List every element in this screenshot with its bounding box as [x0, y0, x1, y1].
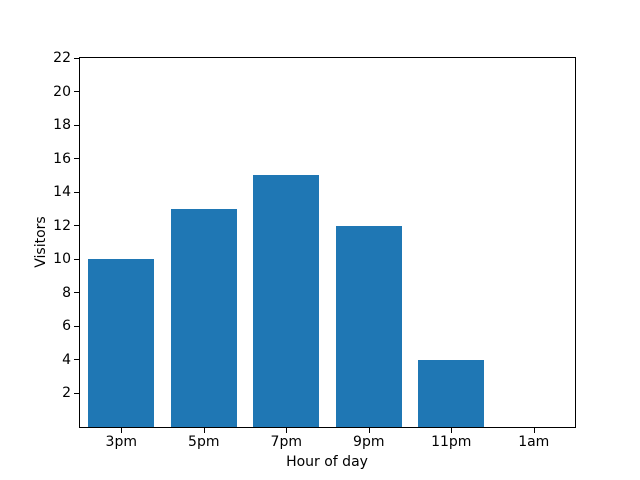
- x-tick-label: 1am: [518, 434, 550, 450]
- y-tick-label: 16: [53, 150, 71, 167]
- bar-11pm: [418, 359, 485, 427]
- bar-3pm: [88, 259, 155, 427]
- bar-7pm: [253, 175, 320, 427]
- x-tick-label: 5pm: [188, 434, 220, 450]
- y-tick-label: 8: [62, 284, 71, 301]
- x-tick-mark: [286, 428, 288, 433]
- x-tick-label: 3pm: [105, 434, 137, 450]
- y-tick-label: 20: [53, 83, 71, 100]
- plot-area: 3pm 5pm 7pm 9pm 11pm 1am 2 4 6 8 10 12 14 16 18 20 22: [53, 51, 576, 449]
- y-tick-label: 18: [53, 117, 71, 134]
- y-tick-label: 10: [53, 251, 71, 268]
- x-tick-mark: [368, 428, 370, 433]
- x-tick-mark: [203, 428, 205, 433]
- y-tick-mark: [74, 258, 79, 260]
- x-tick-mark: [121, 428, 123, 433]
- y-tick-label: 14: [53, 184, 71, 201]
- y-axis-title: Visitors: [33, 216, 49, 268]
- y-tick-mark: [74, 225, 79, 227]
- y-tick-mark: [74, 325, 79, 327]
- x-tick-label: 7pm: [270, 434, 302, 450]
- y-tick-label: 6: [62, 318, 71, 335]
- x-tick-mark: [451, 428, 453, 433]
- y-tick-label: 22: [53, 50, 71, 66]
- x-axis-title: Hour of day: [286, 454, 368, 470]
- bar-5pm: [170, 208, 237, 427]
- bar-9pm: [335, 225, 402, 427]
- x-tick-label: 9pm: [353, 434, 385, 450]
- y-tick-mark: [74, 191, 79, 193]
- y-tick-label: 12: [53, 217, 71, 234]
- y-tick-label: 4: [62, 351, 71, 368]
- y-tick-mark: [74, 359, 79, 361]
- y-tick-mark: [74, 292, 79, 294]
- y-tick-mark: [74, 392, 79, 394]
- x-tick-label: 11pm: [431, 434, 472, 450]
- y-tick-mark: [74, 124, 79, 126]
- y-tick-mark: [74, 158, 79, 160]
- y-tick-mark: [74, 57, 79, 59]
- y-tick-label: 2: [62, 385, 71, 402]
- x-tick-mark: [533, 428, 535, 433]
- y-tick-mark: [74, 91, 79, 93]
